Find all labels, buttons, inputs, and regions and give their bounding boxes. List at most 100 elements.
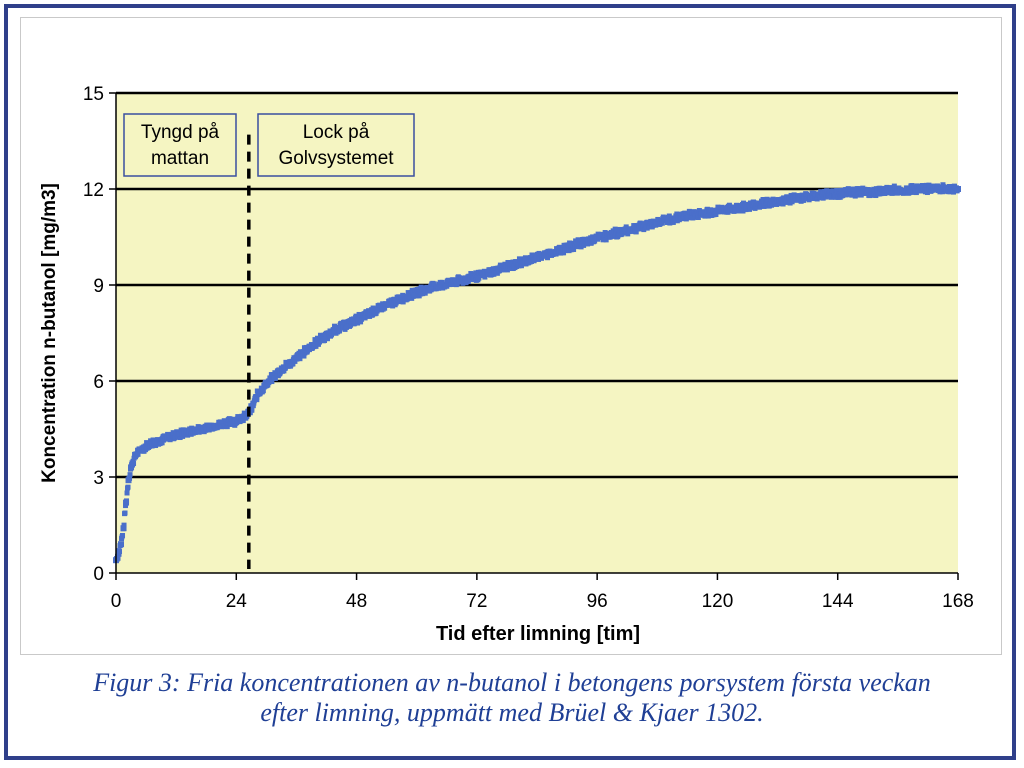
data-point: [422, 290, 428, 296]
y-tick-label: 6: [93, 372, 104, 393]
data-point: [603, 237, 609, 243]
caption-line-1: Figur 3: Fria koncentrationen av n-butan…: [93, 668, 931, 697]
data-point: [353, 313, 359, 319]
data-point: [358, 319, 364, 325]
gridlines: [116, 91, 958, 479]
x-tick-label: 96: [587, 591, 608, 612]
data-point: [545, 255, 551, 261]
data-point: [882, 190, 888, 196]
data-point: [765, 197, 771, 203]
data-point: [950, 189, 956, 195]
annotation-box: Lock på Golvsystemet: [257, 113, 415, 177]
data-point: [830, 188, 836, 194]
data-point: [510, 259, 516, 265]
data-point: [710, 208, 716, 214]
data-point: [454, 281, 460, 287]
data-point: [297, 356, 303, 362]
data-point: [124, 490, 130, 496]
data-point: [453, 278, 459, 284]
data-point: [401, 293, 407, 299]
data-point: [713, 211, 719, 217]
data-point: [177, 435, 183, 441]
data-point: [135, 451, 141, 457]
data-point: [153, 443, 159, 449]
data-point: [180, 433, 186, 439]
x-tick-label: 120: [702, 591, 734, 612]
data-point: [664, 219, 670, 225]
data-point: [705, 213, 711, 219]
data-point: [518, 263, 524, 269]
data-point: [292, 358, 298, 364]
data-point: [431, 281, 437, 287]
x-axis: 0 24 48 72 96 120 144 168: [111, 572, 974, 612]
data-point: [269, 379, 275, 385]
data-point: [121, 522, 127, 528]
data-point: [473, 270, 479, 276]
data-point: [254, 388, 260, 394]
data-point: [243, 415, 249, 421]
data-point: [123, 503, 129, 509]
data-point: [420, 291, 426, 297]
data-point: [118, 542, 124, 548]
data-point: [923, 185, 929, 191]
data-point: [272, 375, 278, 381]
data-point: [751, 200, 757, 206]
y-axis-label: Koncentration n-butanol [mg/m3]: [39, 183, 60, 483]
annotation-text: Lock på: [303, 122, 370, 143]
y-tick-label: 3: [93, 468, 104, 489]
data-point: [770, 201, 776, 207]
data-point: [465, 279, 471, 285]
data-point: [567, 240, 573, 246]
data-point: [833, 194, 839, 200]
data-point: [325, 336, 331, 342]
data-point: [282, 365, 288, 371]
data-point: [115, 555, 121, 561]
data-point: [197, 428, 203, 434]
data-point: [633, 229, 639, 235]
data-point: [647, 224, 653, 230]
y-axis: 0 3 6 9 12 15: [83, 84, 117, 585]
data-point: [249, 406, 255, 412]
annotation-text: Tyngd på: [141, 122, 220, 143]
data-point: [342, 319, 348, 325]
data-point: [444, 283, 450, 289]
data-point: [592, 238, 598, 244]
data-point: [170, 430, 176, 436]
data-point: [127, 472, 133, 478]
annotations: Tyngd på mattan Lock på Golvsystemet: [123, 113, 415, 177]
data-point: [117, 549, 123, 555]
figure-caption: Figur 3: Fria koncentrationen av n-butan…: [0, 668, 1024, 728]
x-tick-label: 48: [346, 591, 367, 612]
data-point: [674, 211, 680, 217]
annotation-border: [257, 113, 415, 177]
data-point: [838, 187, 844, 193]
data-point: [497, 262, 503, 268]
x-axis-label: Tid efter limning [tim]: [436, 623, 640, 645]
data-point: [491, 271, 497, 277]
data-point: [659, 220, 665, 226]
data-point: [359, 316, 365, 322]
data-point: [362, 315, 368, 321]
data-point: [824, 188, 830, 194]
data-point: [670, 219, 676, 225]
data-point: [789, 199, 795, 205]
data-point: [890, 190, 896, 196]
data-point: [476, 275, 482, 281]
data-point: [386, 302, 392, 308]
data-point: [616, 232, 622, 238]
data-point: [260, 388, 266, 394]
data-point: [290, 361, 296, 367]
plot-area: [116, 93, 958, 573]
data-point: [128, 466, 134, 472]
data-point: [553, 251, 559, 257]
data-point: [254, 397, 260, 403]
annotation-text: Golvsystemet: [278, 148, 394, 169]
data-point: [853, 189, 859, 195]
data-point: [127, 475, 133, 481]
y-tick-label: 12: [83, 180, 104, 201]
data-point: [370, 305, 376, 311]
y-tick-label: 9: [93, 276, 104, 297]
data-point: [954, 187, 960, 193]
x-tick-label: 72: [466, 591, 487, 612]
